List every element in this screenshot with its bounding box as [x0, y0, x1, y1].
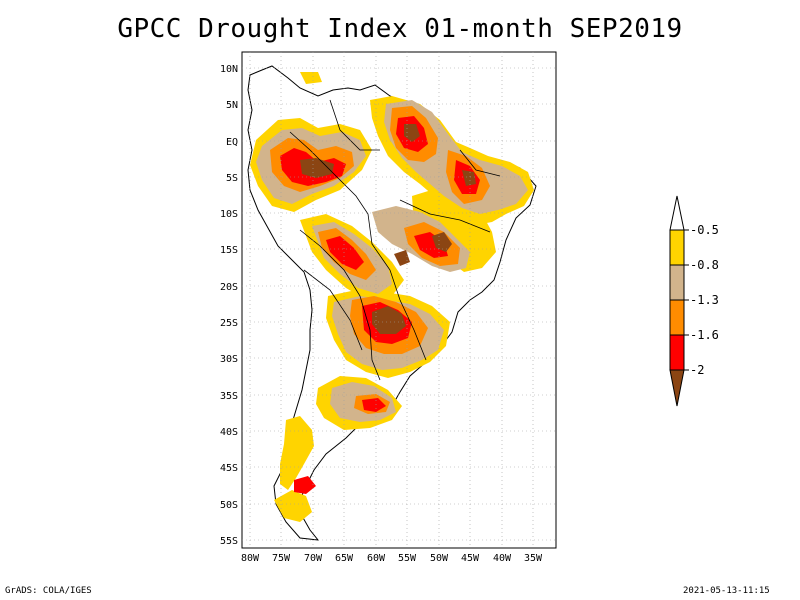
graticule	[242, 52, 556, 548]
lat-label: 35S	[220, 391, 238, 402]
lat-label: 5S	[226, 173, 238, 184]
map-title: GPCC Drought Index 01-month SEP2019	[117, 14, 683, 44]
footer-timestamp: 2021-05-13-11:15	[683, 586, 770, 596]
lon-label: 65W	[335, 553, 354, 564]
lat-label: 20S	[220, 282, 238, 293]
lon-label: 75W	[272, 553, 291, 564]
lon-label: 80W	[241, 553, 260, 564]
lat-label: EQ	[226, 137, 238, 148]
lat-label: 30S	[220, 354, 238, 365]
lon-label: 55W	[398, 553, 417, 564]
drought-class-exceptional	[300, 124, 476, 334]
lat-tick-labels: 10N 5N EQ 5S 10S 15S 20S 25S 30S 35S 40S…	[220, 64, 238, 547]
legend-label: -1.6	[690, 328, 719, 342]
lon-label: 45W	[461, 553, 480, 564]
legend-label: -1.3	[690, 293, 719, 307]
lon-label: 70W	[304, 553, 323, 564]
lat-label: 40S	[220, 427, 238, 438]
lat-label: 10N	[220, 64, 238, 75]
lon-tick-labels: 80W 75W 70W 65W 60W 55W 50W 45W 40W 35W	[241, 553, 543, 564]
lon-label: 60W	[367, 553, 386, 564]
legend-swatch	[669, 229, 685, 266]
legend-swatch	[669, 299, 685, 336]
lon-label: 50W	[430, 553, 449, 564]
legend-swatch	[669, 334, 685, 371]
lat-label: 5N	[226, 100, 238, 111]
legend-swatch-bottom	[669, 369, 685, 407]
legend-swatch-top	[669, 195, 685, 231]
legend-label: -2	[690, 363, 704, 377]
lat-label: 15S	[220, 245, 238, 256]
lat-label: 45S	[220, 463, 238, 474]
country-borders	[289, 99, 501, 381]
lon-label: 35W	[524, 553, 543, 564]
lon-label: 40W	[493, 553, 512, 564]
lat-label: 10S	[220, 209, 238, 220]
footer-credit: GrADS: COLA/IGES	[5, 586, 92, 596]
lat-label: 25S	[220, 318, 238, 329]
lat-label: 55S	[220, 536, 238, 547]
legend-swatch	[669, 264, 685, 301]
lat-label: 50S	[220, 500, 238, 511]
legend-label: -0.5	[690, 223, 719, 237]
colorbar-legend: -0.5 -0.8 -1.3 -1.6 -2	[669, 195, 719, 407]
legend-label: -0.8	[690, 258, 719, 272]
